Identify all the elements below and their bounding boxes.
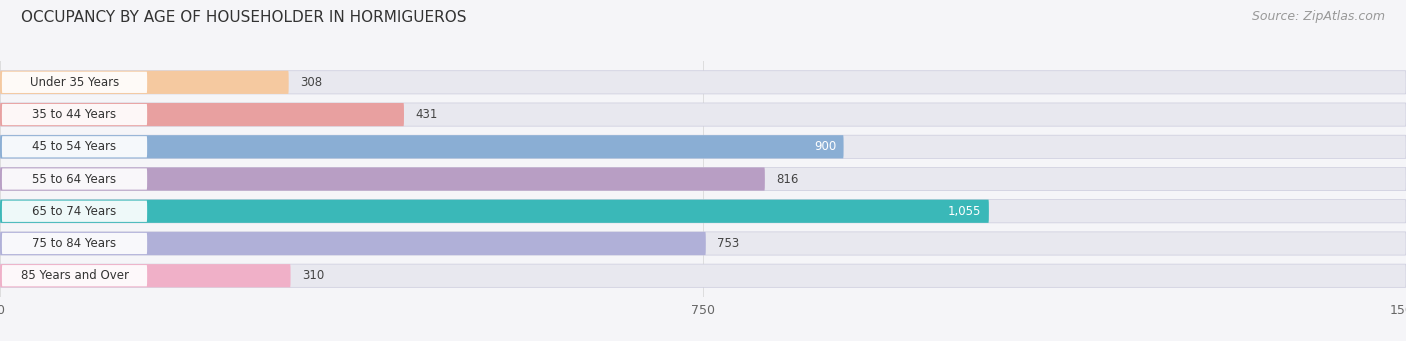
- Text: 900: 900: [814, 140, 837, 153]
- FancyBboxPatch shape: [0, 71, 1406, 94]
- Text: 85 Years and Over: 85 Years and Over: [21, 269, 128, 282]
- Text: 753: 753: [717, 237, 740, 250]
- Text: 816: 816: [776, 173, 799, 186]
- FancyBboxPatch shape: [0, 264, 291, 287]
- FancyBboxPatch shape: [1, 104, 148, 125]
- Text: 45 to 54 Years: 45 to 54 Years: [32, 140, 117, 153]
- FancyBboxPatch shape: [0, 71, 288, 94]
- FancyBboxPatch shape: [0, 167, 1406, 191]
- Text: 431: 431: [415, 108, 437, 121]
- FancyBboxPatch shape: [0, 167, 765, 191]
- FancyBboxPatch shape: [1, 72, 148, 93]
- FancyBboxPatch shape: [0, 232, 706, 255]
- Text: 35 to 44 Years: 35 to 44 Years: [32, 108, 117, 121]
- FancyBboxPatch shape: [0, 135, 844, 159]
- Text: 65 to 74 Years: 65 to 74 Years: [32, 205, 117, 218]
- FancyBboxPatch shape: [0, 232, 1406, 255]
- Text: Source: ZipAtlas.com: Source: ZipAtlas.com: [1251, 10, 1385, 23]
- Text: 308: 308: [299, 76, 322, 89]
- FancyBboxPatch shape: [1, 233, 148, 254]
- FancyBboxPatch shape: [0, 103, 1406, 126]
- Text: Under 35 Years: Under 35 Years: [30, 76, 120, 89]
- FancyBboxPatch shape: [0, 103, 404, 126]
- FancyBboxPatch shape: [1, 136, 148, 158]
- FancyBboxPatch shape: [1, 265, 148, 286]
- Text: 75 to 84 Years: 75 to 84 Years: [32, 237, 117, 250]
- FancyBboxPatch shape: [0, 199, 988, 223]
- Text: 55 to 64 Years: 55 to 64 Years: [32, 173, 117, 186]
- FancyBboxPatch shape: [0, 135, 1406, 159]
- FancyBboxPatch shape: [0, 264, 1406, 287]
- FancyBboxPatch shape: [1, 201, 148, 222]
- Text: 310: 310: [302, 269, 323, 282]
- Text: 1,055: 1,055: [948, 205, 981, 218]
- FancyBboxPatch shape: [1, 168, 148, 190]
- FancyBboxPatch shape: [0, 199, 1406, 223]
- Text: OCCUPANCY BY AGE OF HOUSEHOLDER IN HORMIGUEROS: OCCUPANCY BY AGE OF HOUSEHOLDER IN HORMI…: [21, 10, 467, 25]
